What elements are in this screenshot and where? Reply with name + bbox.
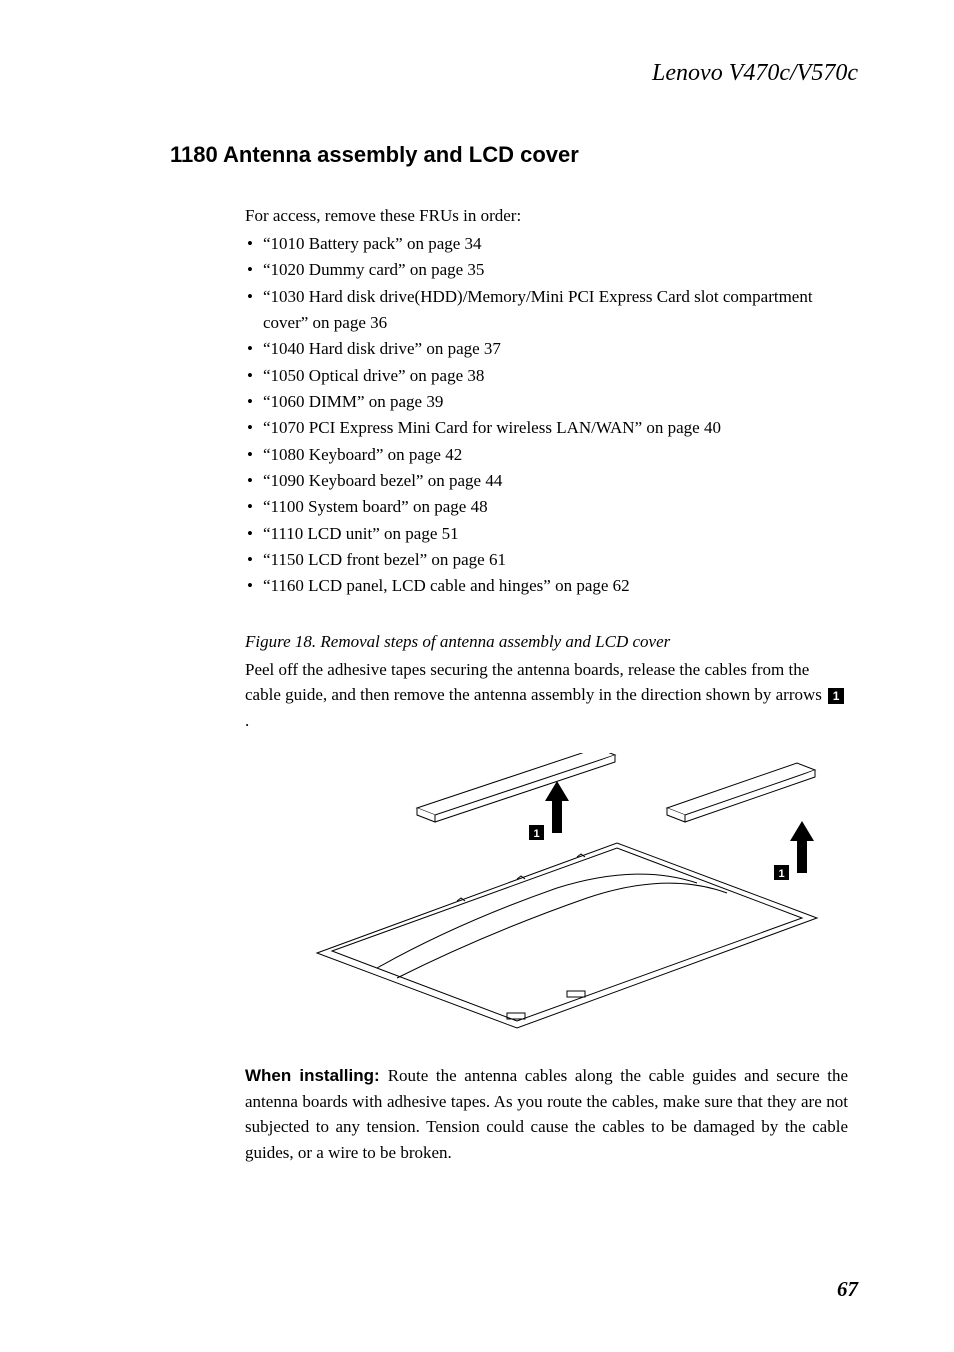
list-item: “1010 Battery pack” on page 34 xyxy=(245,231,848,257)
list-item: “1050 Optical drive” on page 38 xyxy=(245,363,848,389)
lcd-cover-diagram-svg: 1 1 xyxy=(257,753,837,1033)
document-model-header: Lenovo V470c/V570c xyxy=(140,60,858,87)
removal-diagram: 1 1 xyxy=(245,753,848,1033)
list-item: “1110 LCD unit” on page 51 xyxy=(245,521,848,547)
install-note: When installing: Route the antenna cable… xyxy=(245,1063,848,1165)
list-item: “1160 LCD panel, LCD cable and hinges” o… xyxy=(245,573,848,599)
figure-description: Peel off the adhesive tapes securing the… xyxy=(245,657,848,734)
list-item: “1030 Hard disk drive(HDD)/Memory/Mini P… xyxy=(245,284,848,337)
figure-caption: Figure 18. Removal steps of antenna asse… xyxy=(245,632,848,652)
list-item: “1100 System board” on page 48 xyxy=(245,494,848,520)
list-item: “1080 Keyboard” on page 42 xyxy=(245,442,848,468)
page-number: 67 xyxy=(837,1277,858,1302)
step-callout-1-inline: 1 xyxy=(828,688,844,704)
fru-prerequisite-list: “1010 Battery pack” on page 34 “1020 Dum… xyxy=(245,231,848,600)
list-item: “1020 Dummy card” on page 35 xyxy=(245,257,848,283)
list-item: “1060 DIMM” on page 39 xyxy=(245,389,848,415)
figure-desc-after: . xyxy=(245,711,249,730)
section-heading: 1180 Antenna assembly and LCD cover xyxy=(170,142,858,168)
diagram-callout-1-left: 1 xyxy=(533,828,539,840)
intro-text: For access, remove these FRUs in order: xyxy=(245,206,848,226)
list-item: “1040 Hard disk drive” on page 37 xyxy=(245,336,848,362)
list-item: “1090 Keyboard bezel” on page 44 xyxy=(245,468,848,494)
install-note-lead: When installing: xyxy=(245,1066,388,1085)
list-item: “1150 LCD front bezel” on page 61 xyxy=(245,547,848,573)
figure-desc-text: Peel off the adhesive tapes securing the… xyxy=(245,660,826,705)
diagram-callout-1-right: 1 xyxy=(778,868,784,880)
list-item: “1070 PCI Express Mini Card for wireless… xyxy=(245,415,848,441)
